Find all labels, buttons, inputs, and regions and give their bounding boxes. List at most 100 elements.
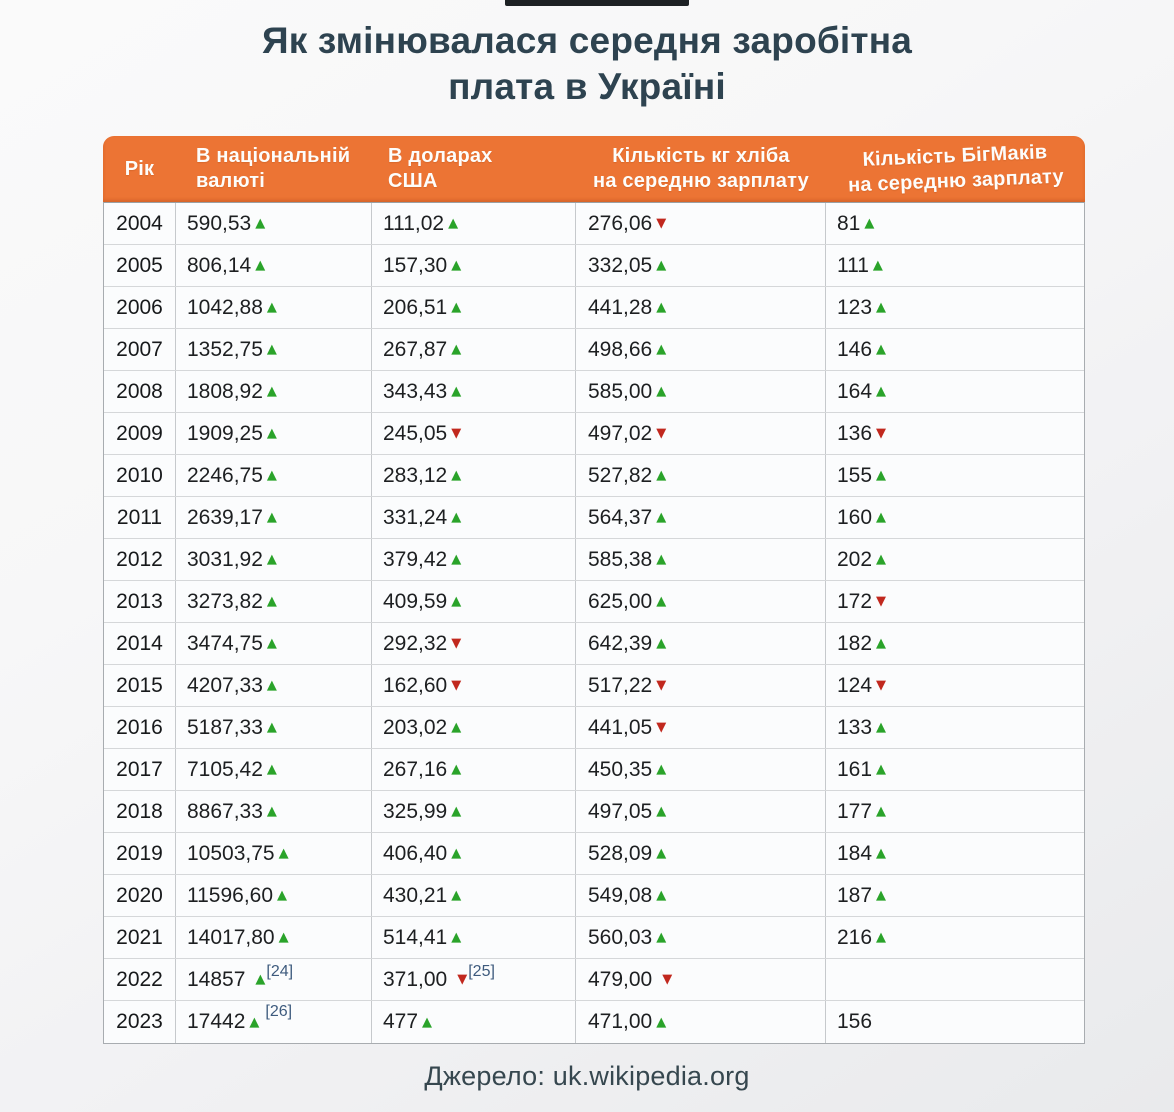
year-cell: 2012 bbox=[104, 539, 176, 580]
uah-cell: 3031,92 ▲ bbox=[176, 539, 372, 580]
usd-cell: 283,12 ▲ bbox=[372, 455, 576, 496]
uah-cell: 2639,17 ▲ bbox=[176, 497, 372, 538]
year-cell: 2020 bbox=[104, 875, 176, 916]
bigmac-cell: 133 ▲ bbox=[826, 707, 1084, 748]
cell-value: 528,09 bbox=[588, 841, 653, 865]
year-cell: 2006 bbox=[104, 287, 176, 328]
uah-cell: 10503,75 ▲ bbox=[176, 833, 372, 874]
year-cell: 2009 bbox=[104, 413, 176, 454]
up-arrow-icon: ▲ bbox=[266, 762, 277, 777]
cell-value: 371,00 bbox=[383, 967, 448, 991]
cell-value: 406,40 bbox=[383, 841, 448, 865]
usd-cell: 343,43 ▲ bbox=[372, 371, 576, 412]
cell-value: 560,03 bbox=[588, 925, 653, 949]
cell-value: 187 bbox=[837, 883, 873, 907]
up-arrow-icon: ▲ bbox=[876, 384, 887, 399]
up-arrow-icon: ▲ bbox=[266, 300, 277, 315]
up-arrow-icon: ▲ bbox=[876, 888, 887, 903]
bigmac-cell: 177 ▲ bbox=[826, 791, 1084, 832]
bread-cell: 527,82 ▲ bbox=[576, 455, 826, 496]
source-caption: Джерело: uk.wikipedia.org bbox=[424, 1061, 750, 1091]
uah-cell: 1042,88 ▲ bbox=[176, 287, 372, 328]
uah-cell: 4207,33 ▲ bbox=[176, 665, 372, 706]
bigmac-cell: 160 ▲ bbox=[826, 497, 1084, 538]
up-arrow-icon: ▲ bbox=[656, 258, 667, 273]
bread-cell: 560,03 ▲ bbox=[576, 917, 826, 958]
cell-value: 160 bbox=[837, 505, 873, 529]
cell-value: 283,12 bbox=[383, 463, 448, 487]
cell-value: 343,43 bbox=[383, 379, 448, 403]
cell-value: 590,53 bbox=[187, 211, 252, 235]
cell-value: 11596,60 bbox=[187, 883, 274, 907]
cell-value: 585,00 bbox=[588, 379, 653, 403]
cell-value: 498,66 bbox=[588, 337, 653, 361]
bigmac-cell: 164 ▲ bbox=[826, 371, 1084, 412]
page-title: Як змінювалася середня заробітна плата в … bbox=[0, 18, 1174, 110]
up-arrow-icon: ▲ bbox=[266, 342, 277, 357]
usd-cell: 267,16 ▲ bbox=[372, 749, 576, 790]
bigmac-cell: 184 ▲ bbox=[826, 833, 1084, 874]
table-row-2008: 2008 1808,92 ▲ 343,43 ▲ 585,00 ▲ 164 ▲ bbox=[104, 371, 1084, 413]
bread-cell: 498,66 ▲ bbox=[576, 329, 826, 370]
up-arrow-icon: ▲ bbox=[266, 678, 277, 693]
up-arrow-icon: ▲ bbox=[656, 846, 667, 861]
up-arrow-icon: ▲ bbox=[451, 300, 462, 315]
cell-value: 806,14 bbox=[187, 253, 252, 277]
usd-cell: 111,02 ▲ bbox=[372, 203, 576, 244]
table-row-2021: 2021 14017,80 ▲ 514,41 ▲ 560,03 ▲ 216 ▲ bbox=[104, 917, 1084, 959]
table-row-2015: 2015 4207,33 ▲ 162,60 ▼ 517,22 ▼ 124 ▼ bbox=[104, 665, 1084, 707]
cell-value: 203,02 bbox=[383, 715, 448, 739]
salary-table: Рік В національній валюті В доларах США Кільк… bbox=[103, 136, 1085, 1044]
up-arrow-icon: ▲ bbox=[278, 846, 289, 861]
bigmac-cell: 156 bbox=[826, 1001, 1084, 1043]
cell-value: 549,08 bbox=[588, 883, 653, 907]
table-row-2005: 2005 806,14 ▲ 157,30 ▲ 332,05 ▲ 111 ▲ bbox=[104, 245, 1084, 287]
cell-value: 111 bbox=[837, 253, 869, 277]
cell-value: 10503,75 bbox=[187, 841, 275, 865]
cell-value: 17442 bbox=[187, 1010, 246, 1033]
table-row-2020: 2020 11596,60 ▲ 430,21 ▲ 549,08 ▲ 187 ▲ bbox=[104, 875, 1084, 917]
header-cell-usd: В доларах США bbox=[388, 145, 493, 192]
up-arrow-icon: ▲ bbox=[451, 930, 462, 945]
cell-value: 585,38 bbox=[588, 547, 653, 571]
year-cell: 2017 bbox=[104, 749, 176, 790]
up-arrow-icon: ▲ bbox=[255, 258, 266, 273]
cell-value: 156 bbox=[837, 1010, 873, 1033]
up-arrow-icon: ▲ bbox=[277, 888, 288, 903]
down-arrow-icon: ▼ bbox=[451, 636, 462, 651]
cell-value: 276,06 bbox=[588, 211, 653, 235]
table-row-2022: 2022 14857 ▲ [24] 371,00 ▼ [25] 479,00 ▼ bbox=[104, 959, 1084, 1001]
cell-value: 182 bbox=[837, 631, 873, 655]
cell-value: 497,05 bbox=[588, 799, 653, 823]
up-arrow-icon: ▲ bbox=[451, 468, 462, 483]
year-cell: 2022 bbox=[104, 959, 176, 1000]
usd-cell: 331,24 ▲ bbox=[372, 497, 576, 538]
cell-value: 216 bbox=[837, 925, 873, 949]
cropped-banner-remnant bbox=[505, 0, 689, 6]
up-arrow-icon: ▲ bbox=[451, 762, 462, 777]
up-arrow-icon: ▲ bbox=[451, 258, 462, 273]
up-arrow-icon: ▲ bbox=[266, 804, 277, 819]
up-arrow-icon: ▲ bbox=[266, 636, 277, 651]
cell-value: 1909,25 bbox=[187, 421, 263, 445]
uah-cell: 1808,92 ▲ bbox=[176, 371, 372, 412]
uah-cell: 1352,75 ▲ bbox=[176, 329, 372, 370]
up-arrow-icon: ▲ bbox=[876, 930, 887, 945]
cell-value: 111,02 bbox=[383, 211, 445, 235]
cell-value: 123 bbox=[837, 295, 873, 319]
bigmac-cell: 123 ▲ bbox=[826, 287, 1084, 328]
bread-cell: 585,00 ▲ bbox=[576, 371, 826, 412]
up-arrow-icon: ▲ bbox=[876, 300, 887, 315]
usd-cell: 325,99 ▲ bbox=[372, 791, 576, 832]
cell-value: 1808,92 bbox=[187, 379, 263, 403]
bigmac-cell: 202 ▲ bbox=[826, 539, 1084, 580]
up-arrow-icon: ▲ bbox=[656, 1014, 667, 1030]
up-arrow-icon: ▲ bbox=[656, 342, 667, 357]
up-arrow-icon: ▲ bbox=[266, 552, 277, 567]
bread-cell: 497,02 ▼ bbox=[576, 413, 826, 454]
citation-ref: [24] bbox=[266, 962, 294, 980]
up-arrow-icon: ▲ bbox=[249, 1014, 260, 1030]
cell-value: 8867,33 bbox=[187, 799, 263, 823]
cell-value: 642,39 bbox=[588, 631, 653, 655]
uah-cell: 8867,33 ▲ bbox=[176, 791, 372, 832]
